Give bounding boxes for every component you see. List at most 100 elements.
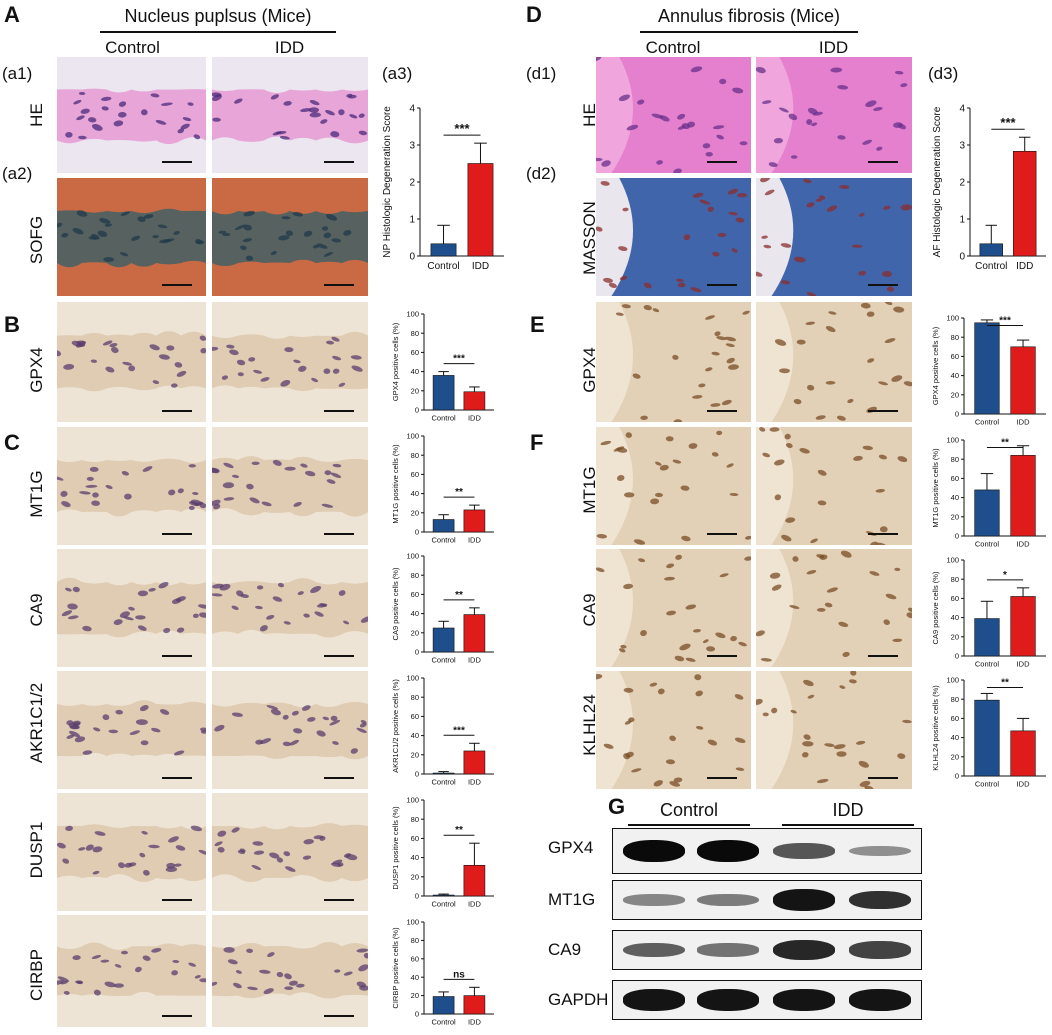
af-idd-micrograph-4 [756,549,912,667]
scale-bar [868,161,898,163]
chart-e: 0 20 40 60 80 100 GPX4 positive cells (%) Contr… [930,310,1052,430]
y-tick-label: 80 [951,575,959,584]
y-tick-label: 0 [415,528,419,537]
y-tick-label: 20 [951,632,959,641]
bar-control [979,243,1003,257]
y-axis-label: AF Histologic Degeneration Score [932,106,943,257]
wb-label-mt1g: MT1G [548,890,596,909]
bar-control [432,519,455,533]
bar-control [432,772,455,775]
wb-head-idd: IDD [782,800,914,826]
scale-bar [324,777,354,779]
bar-control [974,489,1000,537]
scale-bar [324,655,354,657]
np-idd-micrograph-0 [212,57,368,173]
panel-letter-a: A [4,2,20,27]
wb-band [623,942,685,958]
y-tick-label: 60 [411,954,419,963]
panel-letter-c: C [4,430,20,455]
significance-label: ** [455,590,463,601]
wb-strip-ca9 [612,930,922,970]
bar-idd [463,750,486,775]
y-tick-label: 60 [411,348,419,357]
wb-label-gapdh: GAPDH [548,990,609,1009]
x-tick-label: IDD [1017,418,1031,427]
panel-letter-d: D [526,2,542,27]
scale-bar [868,284,898,286]
x-tick-label: Control [975,418,1000,427]
y-tick-label: 80 [411,815,419,824]
af-idd-micrograph-1 [756,178,912,296]
chart-f1: 0 20 40 60 80 100 MT1G positive cells (%) Contr… [930,432,1052,552]
scale-bar [707,533,737,535]
label-a2: (a2) [2,164,33,183]
y-tick-label: 40 [411,973,419,982]
y-tick-label: 80 [411,329,419,338]
wb-band [849,890,911,910]
bar-idd [463,995,486,1015]
label-d3: (d3) [928,64,959,83]
np-idd-micrograph-5 [212,671,368,789]
y-tick-label: 80 [411,451,419,460]
af-control-micrograph-1 [596,178,751,296]
y-tick-label: 20 [411,386,419,395]
wb-band [623,989,685,1011]
scale-bar [162,284,192,286]
y-tick-label: 20 [411,872,419,881]
np-row-label-he: HE [27,103,46,127]
y-tick-label: 0 [955,652,959,661]
significance-label: *** [999,316,1011,327]
np-control-micrograph-5 [57,671,206,789]
x-tick-label: Control [975,540,1000,549]
panel-letter-e: E [530,312,545,337]
y-tick-label: 100 [406,552,419,561]
bar-control [974,618,1000,657]
bar-idd [1010,596,1036,657]
y-tick-label: 20 [411,991,419,1000]
wb-strip-mt1g [612,880,922,920]
chart-a3: 0 1 2 3 4 NP Histologic Degeneration Score Con… [380,92,510,282]
label-a3: (a3) [382,64,413,83]
scale-bar [324,161,354,163]
np-title-text: Nucleus puplsus (Mice) [124,6,312,26]
wb-band [773,843,835,859]
af-idd-micrograph-2 [756,302,912,422]
np-control-micrograph-3 [57,427,206,545]
wb-band [849,845,911,857]
np-row-label-ca9: CA9 [27,593,46,627]
np-title: Nucleus puplsus (Mice) [100,6,336,33]
x-tick-label: IDD [468,900,482,909]
y-axis-label: DUSP1 positive cells (%) [391,806,400,890]
np-row-label-cirbp: CIRBP [27,949,46,1001]
y-axis-label: CA9 positive cells (%) [931,571,940,644]
y-tick-label: 3 [959,141,965,152]
y-tick-label: 0 [955,772,959,781]
wb-band [773,940,835,960]
af-control-micrograph-5 [596,671,751,789]
wb-band [697,989,759,1011]
scale-bar [707,161,737,163]
wb-band [623,894,685,906]
x-tick-label: IDD [472,261,489,272]
af-col-idd: IDD [818,38,849,57]
af-control-micrograph-4 [596,549,751,667]
np-idd-micrograph-4 [212,549,368,667]
wb-band [697,943,759,957]
af-control-micrograph-3 [596,427,751,545]
np-col-idd: IDD [274,38,305,57]
significance-label: ns [453,969,465,980]
np-row-label-akr1c1: AKR1C1/2 [27,682,46,764]
np-row-label-dusp1: DUSP1 [27,821,46,879]
y-tick-label: 0 [415,406,419,415]
scale-bar [707,410,737,412]
significance-label: ** [455,487,463,498]
chart-c4: 0 20 40 60 80 100 DUSP1 positive cells (%) Cont… [390,792,500,912]
np-idd-micrograph-2 [212,302,368,422]
significance-label: ** [455,825,463,836]
label-a1: (a1) [2,64,33,83]
af-idd-micrograph-0 [756,57,912,173]
x-tick-label: IDD [1016,261,1033,272]
y-tick-label: 40 [951,613,959,622]
y-tick-label: 0 [415,770,419,779]
y-tick-label: 100 [406,796,419,805]
